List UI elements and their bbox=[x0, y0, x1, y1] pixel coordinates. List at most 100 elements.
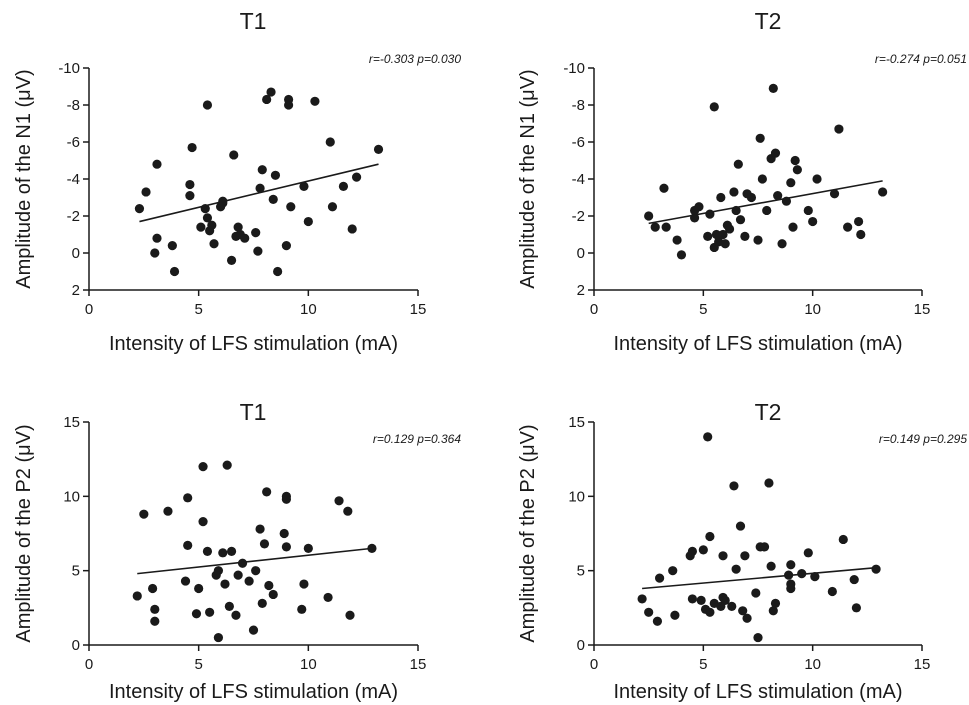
data-point bbox=[205, 607, 215, 617]
data-point bbox=[670, 610, 680, 620]
x-axis-label: Intensity of LFS stimulation (mA) bbox=[109, 333, 398, 355]
data-point bbox=[253, 246, 263, 256]
data-point bbox=[803, 205, 813, 216]
data-point bbox=[746, 192, 757, 203]
data-point bbox=[251, 566, 261, 576]
data-point bbox=[718, 551, 728, 561]
y-tick-label: 0 bbox=[577, 245, 585, 262]
data-point bbox=[268, 194, 278, 204]
x-tick-label: 15 bbox=[914, 301, 931, 318]
data-point bbox=[777, 239, 787, 249]
data-point bbox=[169, 266, 180, 277]
x-axis-label: Intensity of LFS stimulation (mA) bbox=[614, 333, 903, 355]
data-point bbox=[668, 566, 678, 576]
data-point bbox=[764, 478, 774, 488]
data-point bbox=[196, 222, 206, 232]
data-point bbox=[185, 191, 195, 201]
data-point bbox=[255, 524, 265, 534]
data-point bbox=[233, 222, 243, 232]
data-point bbox=[781, 196, 792, 206]
data-point bbox=[696, 595, 706, 606]
data-point bbox=[220, 579, 230, 589]
data-point bbox=[773, 191, 783, 201]
data-point bbox=[351, 172, 362, 182]
data-point bbox=[185, 179, 195, 190]
data-point bbox=[373, 144, 384, 154]
x-axis-label: Intensity of LFS stimulation (mA) bbox=[109, 681, 398, 703]
data-point bbox=[735, 215, 746, 225]
data-point bbox=[766, 561, 776, 571]
chart-title: T2 bbox=[755, 399, 782, 425]
data-point bbox=[202, 546, 213, 556]
data-point bbox=[729, 187, 739, 197]
data-point bbox=[878, 187, 888, 197]
data-point bbox=[345, 610, 355, 620]
data-point bbox=[150, 604, 160, 614]
correlation-annotation: r=0.129 p=0.364 bbox=[373, 432, 461, 446]
data-point bbox=[281, 542, 291, 552]
y-tick-label: 5 bbox=[577, 563, 585, 580]
data-point bbox=[716, 192, 726, 203]
data-point bbox=[829, 189, 840, 199]
data-point bbox=[209, 239, 219, 249]
chart-title: T2 bbox=[755, 8, 782, 34]
regression-line bbox=[137, 547, 373, 575]
data-point bbox=[299, 579, 309, 589]
correlation-annotation: r=0.149 p=0.295 bbox=[879, 432, 967, 446]
data-point bbox=[194, 583, 204, 594]
y-tick-label: -10 bbox=[58, 60, 80, 77]
data-point bbox=[810, 572, 820, 582]
x-tick-label: 15 bbox=[410, 301, 427, 318]
data-point bbox=[644, 607, 654, 617]
data-point bbox=[259, 539, 270, 549]
x-axis-label: Intensity of LFS stimulation (mA) bbox=[614, 681, 903, 703]
data-point bbox=[753, 235, 763, 245]
data-point bbox=[303, 216, 313, 227]
y-tick-label: 10 bbox=[63, 488, 80, 505]
correlation-annotation: r=-0.303 p=0.030 bbox=[369, 52, 461, 66]
y-axis-label: Amplitude of the N1 (μV) bbox=[13, 69, 35, 288]
data-point bbox=[207, 220, 217, 230]
data-point bbox=[262, 94, 272, 105]
data-point bbox=[788, 222, 798, 232]
x-tick-label: 10 bbox=[300, 301, 317, 318]
data-point bbox=[268, 589, 278, 600]
data-point bbox=[808, 216, 818, 227]
data-point bbox=[202, 213, 213, 223]
chart-title: T1 bbox=[240, 8, 267, 34]
data-point bbox=[676, 250, 687, 260]
data-point bbox=[148, 583, 158, 594]
data-point bbox=[334, 496, 344, 506]
data-point bbox=[687, 594, 698, 604]
data-point bbox=[762, 205, 772, 216]
data-point bbox=[244, 576, 254, 586]
data-point bbox=[738, 606, 748, 616]
data-point bbox=[735, 521, 746, 531]
data-point bbox=[167, 241, 177, 251]
data-point bbox=[843, 222, 853, 232]
data-point bbox=[731, 205, 741, 216]
y-tick-label: 0 bbox=[72, 245, 80, 262]
data-point bbox=[310, 96, 320, 106]
data-point bbox=[650, 222, 660, 232]
data-point bbox=[218, 548, 228, 558]
data-point bbox=[711, 229, 722, 240]
data-point bbox=[724, 224, 735, 234]
data-point bbox=[851, 603, 862, 613]
x-tick-label: 0 bbox=[85, 301, 93, 318]
data-point bbox=[191, 609, 202, 619]
data-point bbox=[273, 266, 283, 277]
data-point bbox=[652, 616, 663, 626]
x-tick-label: 15 bbox=[410, 656, 427, 673]
data-point bbox=[784, 570, 794, 580]
data-point bbox=[343, 506, 353, 516]
y-axis-label: Amplitude of the N1 (μV) bbox=[517, 69, 539, 288]
data-point bbox=[251, 228, 261, 238]
data-point bbox=[790, 155, 800, 166]
data-point bbox=[264, 580, 274, 591]
regression-line bbox=[648, 180, 883, 225]
x-tick-label: 0 bbox=[590, 656, 598, 673]
x-tick-label: 0 bbox=[590, 301, 598, 318]
data-point bbox=[229, 150, 239, 160]
